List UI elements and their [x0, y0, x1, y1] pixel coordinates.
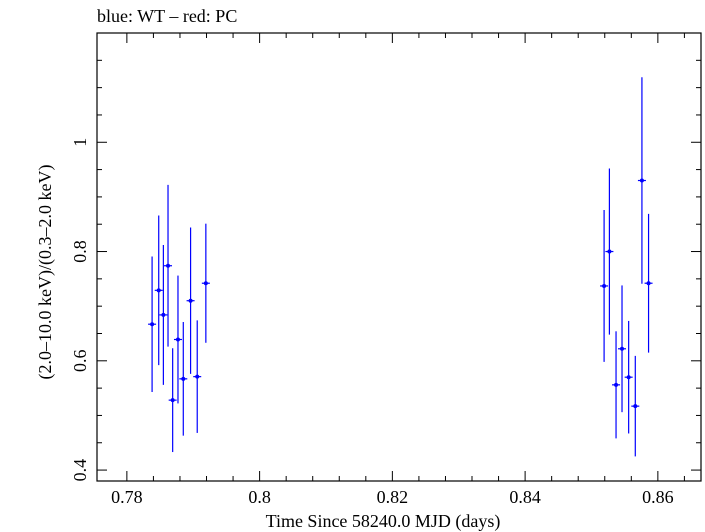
x-axis: 0.78 0.8 0.82 0.84 0.86 — [111, 33, 685, 507]
data-point — [195, 374, 200, 379]
data-point — [633, 404, 638, 409]
data-point — [607, 249, 612, 254]
data-point — [166, 263, 171, 268]
data-points — [148, 77, 653, 457]
data-point — [170, 398, 175, 403]
y-axis-label: (2.0–10.0 keV)/(0.3–2.0 keV) — [35, 165, 56, 380]
x-tick-label: 0.84 — [509, 487, 541, 507]
data-point — [203, 281, 208, 286]
x-tick-label: 0.86 — [642, 487, 674, 507]
data-point — [614, 382, 619, 387]
data-point — [188, 298, 193, 303]
y-tick-label: 0.6 — [70, 350, 90, 373]
x-axis-label: Time Since 58240.0 MJD (days) — [266, 511, 501, 532]
y-axis: 0.4 0.6 0.8 1 — [70, 59, 701, 482]
x-tick-label: 0.8 — [248, 487, 271, 507]
y-tick-label: 0.4 — [70, 459, 90, 482]
plot-frame — [96, 32, 702, 482]
data-point — [639, 178, 644, 183]
chart-title: blue: WT – red: PC — [97, 6, 237, 26]
data-point — [646, 281, 651, 286]
data-point — [602, 283, 607, 288]
data-point — [150, 322, 155, 327]
data-point — [156, 288, 161, 293]
x-tick-label: 0.78 — [111, 487, 143, 507]
data-point — [626, 375, 631, 380]
data-point — [161, 312, 166, 317]
data-point — [181, 376, 186, 381]
y-tick-label: 1 — [70, 138, 90, 147]
data-point — [620, 346, 625, 351]
y-tick-label: 0.8 — [70, 240, 90, 263]
data-point — [175, 337, 180, 342]
x-tick-label: 0.82 — [377, 487, 409, 507]
